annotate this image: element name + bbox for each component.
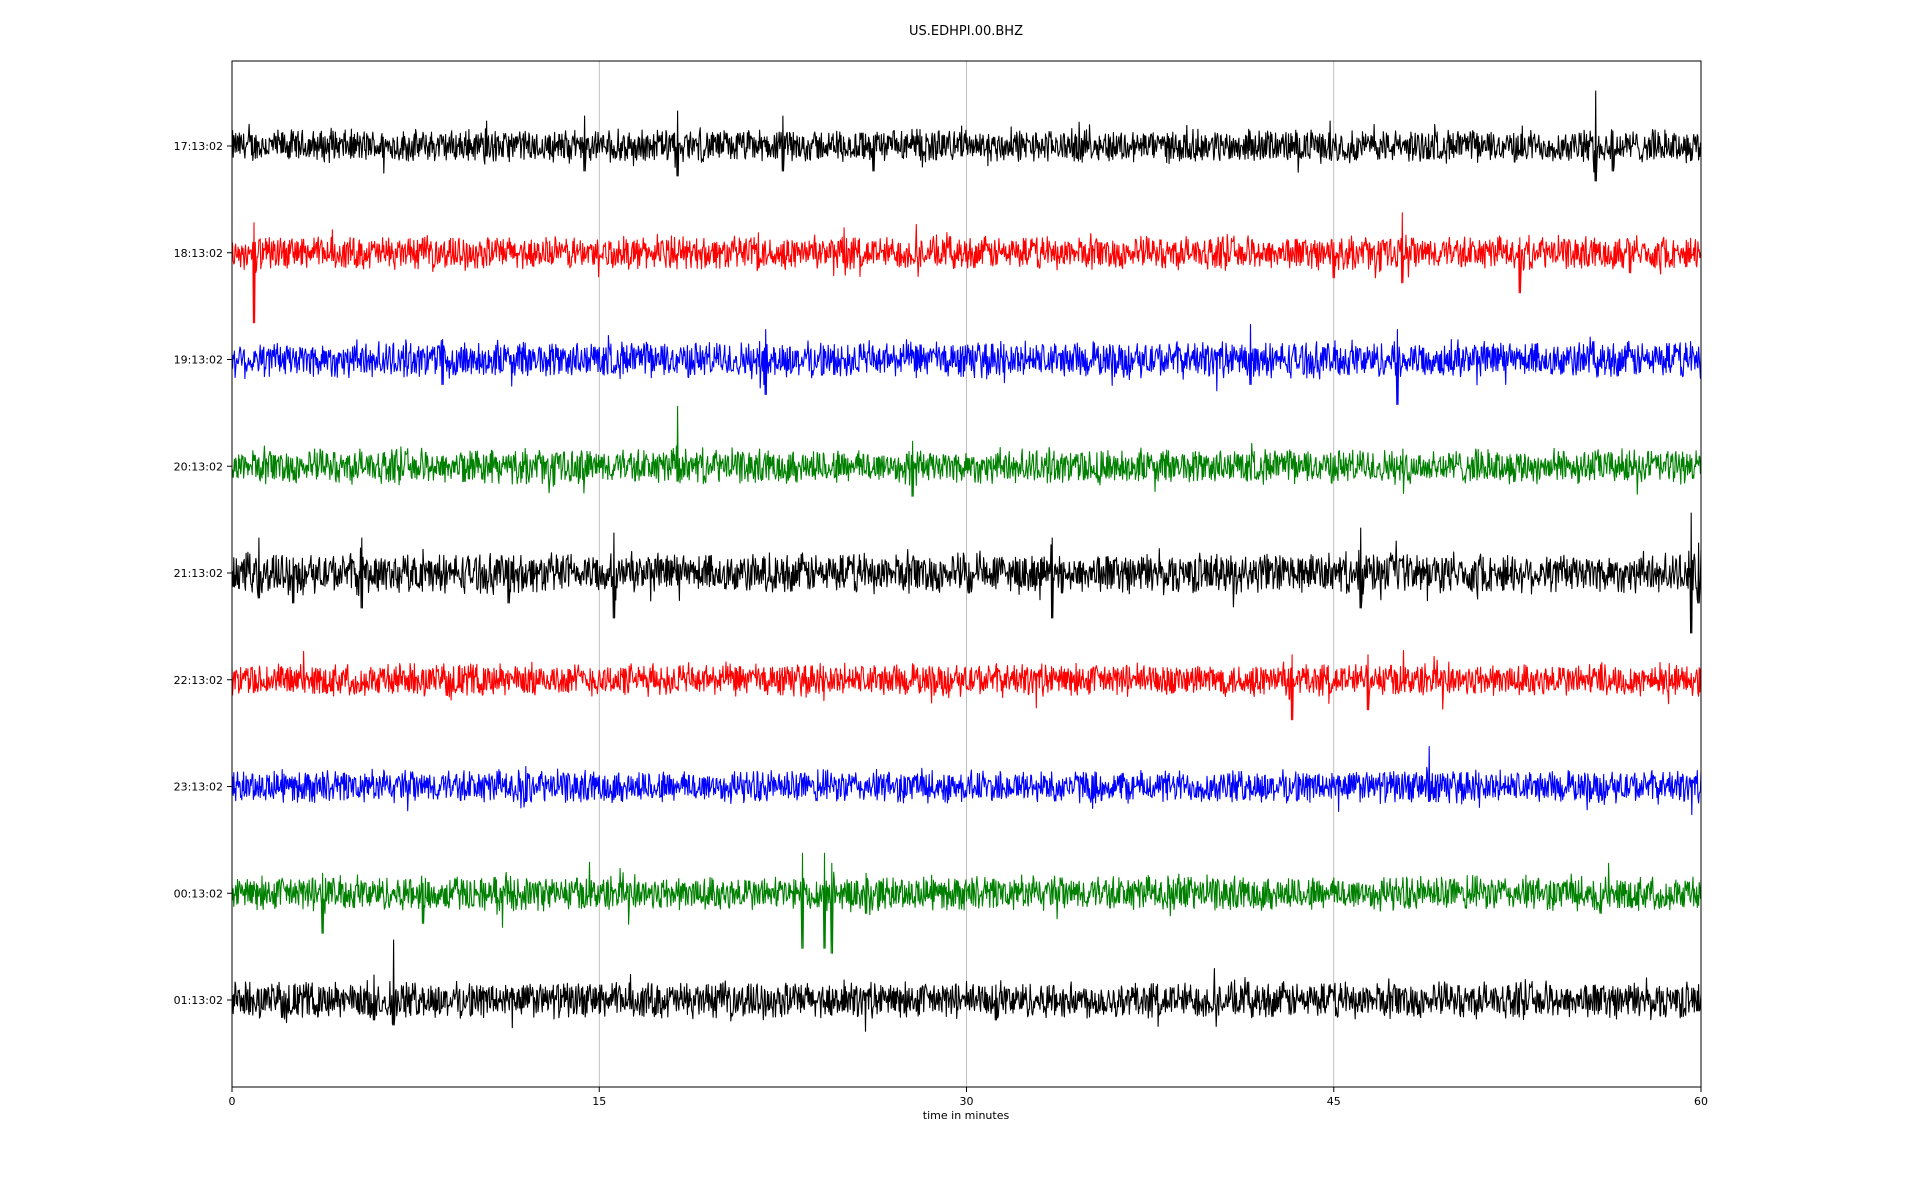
y-tick-label: 19:13:02 xyxy=(174,354,223,367)
y-tick-label: 00:13:02 xyxy=(174,887,223,900)
trace-20:13:02 xyxy=(231,405,1702,497)
trace-21:13:02 xyxy=(231,512,1702,634)
x-tick-label: 0 xyxy=(229,1095,236,1108)
x-tick-label: 15 xyxy=(592,1095,606,1108)
trace-19:13:02 xyxy=(231,323,1702,406)
trace-01:13:02 xyxy=(231,939,1702,1032)
x-tick-label: 60 xyxy=(1694,1095,1708,1108)
trace-17:13:02 xyxy=(231,90,1702,182)
chart-title: US.EDHPI.00.BHZ xyxy=(909,24,1023,39)
seismic-traces xyxy=(231,90,1702,1032)
trace-18:13:02 xyxy=(231,212,1702,324)
y-tick-label: 22:13:02 xyxy=(174,674,223,687)
trace-00:13:02 xyxy=(231,852,1702,954)
x-axis-label: time in minutes xyxy=(923,1109,1010,1122)
y-tick-label: 01:13:02 xyxy=(174,994,223,1007)
y-tick-label: 21:13:02 xyxy=(174,567,223,580)
y-tick-label: 23:13:02 xyxy=(174,781,223,794)
x-tick-label: 30 xyxy=(960,1095,974,1108)
trace-23:13:02 xyxy=(231,745,1702,816)
plot-area-frame xyxy=(231,60,1702,1088)
trace-22:13:02 xyxy=(231,649,1702,721)
y-tick-label: 20:13:02 xyxy=(174,460,223,473)
y-axis-time-labels: 17:13:02 18:13:02 19:13:02 20:13:02 21:13:02… xyxy=(174,140,232,1007)
y-tick-label: 18:13:02 xyxy=(174,247,223,260)
y-tick-label: 17:13:02 xyxy=(174,140,223,153)
x-tick-label: 45 xyxy=(1327,1095,1341,1108)
x-axis-ticks: 0 15 30 45 60 xyxy=(229,1087,1708,1108)
